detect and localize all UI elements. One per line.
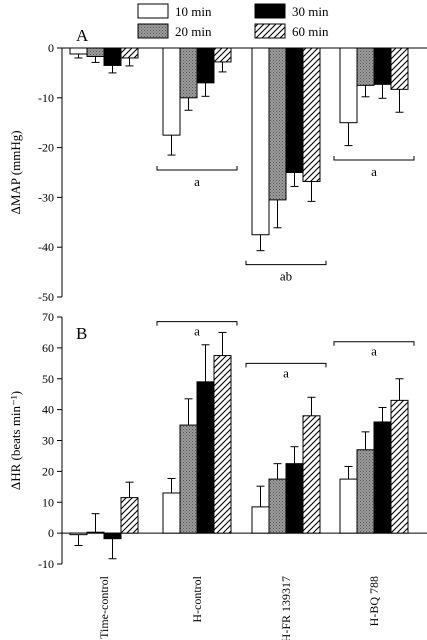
panel-b-ytick-label: 60 — [42, 341, 54, 355]
panel-b-bracket-h-bq-788 — [333, 341, 415, 346]
panel-b-bar-h-bq-788-60-min — [390, 399, 409, 534]
panel-a-bar-h-fr-139317-10-min — [251, 47, 270, 236]
panel-a-bar-h-bq-788-20-min — [356, 47, 375, 86]
legend-label-10min: 10 min — [175, 4, 212, 19]
panel-b-bar-h-control-60-min — [213, 355, 232, 534]
panel-b-bar-h-fr-139317-60-min — [302, 415, 321, 534]
panel-b-bar-time-control-20-min — [86, 531, 105, 534]
panel-a-bar-time-control-60-min — [120, 47, 139, 59]
panel-b-bracket-h-control — [156, 321, 238, 326]
panel-a-sig-label-h-control: a — [194, 174, 200, 189]
panel-a-ytick-label: 0 — [48, 41, 54, 55]
legend-swatch-60min — [254, 23, 286, 39]
legend-label-60min: 60 min — [292, 24, 329, 39]
panel-a-bracket-h-control — [156, 166, 238, 171]
legend-swatch-20min — [137, 23, 169, 39]
legend: 10 min 30 min 20 min 60 min — [137, 3, 329, 39]
legend-item-20min: 20 min — [137, 23, 212, 39]
panel-b-chart: 70 60 50 40 30 20 10 0 -10 ΔHR (beats min⁻¹) B a a a — [8, 310, 427, 571]
category-labels: Time-control H-control H-FR 139317 H-BQ 788 — [97, 575, 381, 640]
panel-b-ytick-label: 50 — [42, 372, 54, 386]
panel-b-bar-h-control-30-min — [196, 381, 215, 534]
panel-b-bar-time-control-30-min — [103, 532, 122, 540]
panel-a-bar-time-control-10-min — [69, 47, 88, 55]
legend-label-20min: 20 min — [175, 24, 212, 39]
legend-swatch-30min — [254, 3, 286, 19]
panel-b-bar-time-control-10-min — [69, 532, 88, 536]
panel-b-ytick-label: 70 — [42, 310, 54, 324]
panel-b-bar-h-fr-139317-10-min — [251, 506, 270, 534]
panel-b-bar-h-bq-788-20-min — [356, 449, 375, 534]
panel-b-ytick-label: 20 — [42, 464, 54, 478]
panel-b-sig-label-h-fr-139317: a — [283, 365, 289, 380]
panel-b-bar-time-control-60-min — [120, 497, 139, 534]
panel-a-bar-h-control-30-min — [196, 47, 215, 84]
panel-b-bar-h-bq-788-10-min — [339, 478, 358, 534]
panel-a-letter: A — [76, 26, 89, 45]
panel-a-bar-h-bq-788-10-min — [339, 47, 358, 124]
legend-item-10min: 10 min — [137, 3, 212, 19]
panel-b-ylabel: ΔHR (beats min⁻¹) — [8, 391, 23, 490]
panel-a-ytick-label: -20 — [38, 141, 54, 155]
legend-item-60min: 60 min — [254, 23, 329, 39]
category-label-h-fr-139317: H-FR 139317 — [279, 576, 293, 640]
panel-a-bar-h-bq-788-60-min — [390, 47, 409, 90]
panel-a-sig-label-h-fr-139317: ab — [280, 269, 292, 284]
panel-b-bar-h-control-20-min — [179, 424, 198, 534]
panel-a-bar-h-control-60-min — [213, 47, 232, 63]
panel-a-bracket-h-fr-139317 — [245, 260, 327, 266]
panel-a-chart: 0 -10 -20 -30 -40 -50 ΔMAP (mmHg) Aa ab a — [8, 26, 427, 304]
panel-a-ytick-label: -30 — [38, 190, 54, 204]
legend-swatch-10min — [137, 3, 169, 19]
panel-b-bar-h-fr-139317-30-min — [285, 463, 304, 534]
panel-a-ytick-label: -10 — [38, 91, 54, 105]
panel-b-ytick-label: 10 — [42, 495, 54, 509]
panel-a-bar-time-control-30-min — [103, 47, 122, 66]
panel-a-ytick-label: -40 — [38, 240, 54, 254]
panel-a-bar-h-fr-139317-60-min — [302, 47, 321, 182]
panel-b-bar-h-fr-139317-20-min — [268, 478, 287, 534]
panel-a-sig-label-h-bq-788: a — [371, 164, 377, 179]
panel-b-ytick-label: 0 — [48, 526, 54, 540]
panel-a-bar-h-fr-139317-20-min — [268, 47, 287, 201]
panel-b-bracket-h-fr-139317 — [245, 362, 327, 368]
panel-a-bar-h-control-20-min — [179, 47, 198, 99]
panel-b-ytick-label: 30 — [42, 434, 54, 448]
legend-item-30min: 30 min — [254, 3, 329, 19]
category-label-h-bq-788: H-BQ 788 — [367, 576, 381, 626]
panel-b-bar-h-bq-788-30-min — [373, 421, 392, 534]
panel-a-bar-h-control-10-min — [162, 47, 181, 136]
category-label-time-control: Time-control — [97, 575, 111, 639]
legend-label-30min: 30 min — [292, 4, 329, 19]
panel-b-sig-label-h-bq-788: a — [371, 344, 377, 359]
panel-a-bracket-h-bq-788 — [333, 156, 415, 161]
panel-a-bar-h-bq-788-30-min — [373, 47, 392, 85]
panel-b-sig-label-h-control: a — [194, 324, 200, 339]
panel-b-bar-h-control-10-min — [162, 492, 181, 534]
panel-a-ytick-label: -50 — [38, 290, 54, 304]
panel-b-ytick-label: 40 — [42, 403, 54, 417]
panel-b-letter: B — [76, 324, 87, 343]
panel-a-bar-h-fr-139317-30-min — [285, 47, 304, 173]
category-label-h-control: H-control — [190, 575, 204, 622]
panel-b-ytick-label: -10 — [38, 557, 54, 571]
panel-a-ylabel: ΔMAP (mmHg) — [8, 130, 23, 214]
panel-a-bar-time-control-20-min — [86, 47, 105, 57]
